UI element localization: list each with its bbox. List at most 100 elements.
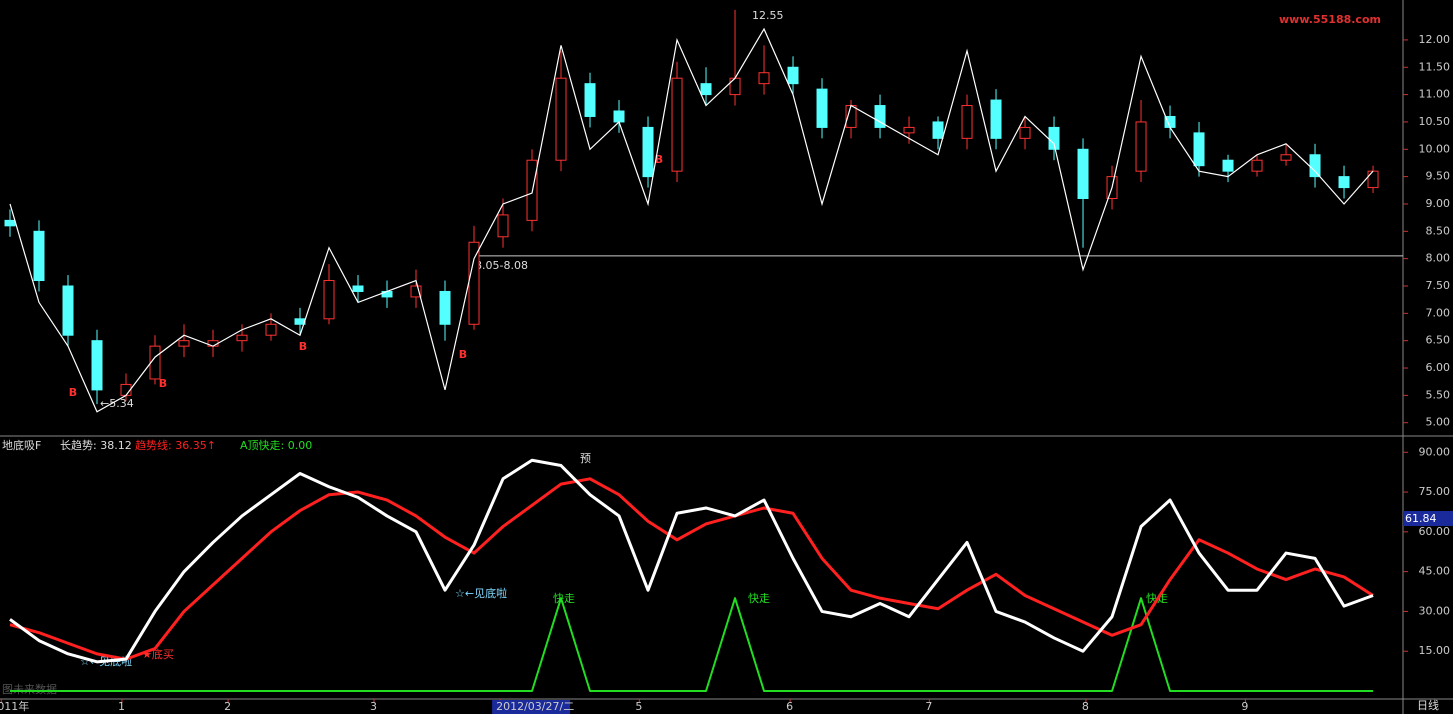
y-tick-label: 8.00 xyxy=(1426,252,1451,265)
candle-body xyxy=(1193,132,1205,167)
y-tick-label: 75.00 xyxy=(1419,485,1451,498)
candle-body xyxy=(468,241,480,325)
annotation: 快走 xyxy=(748,592,770,605)
legend-readout: : 0.00 xyxy=(281,439,313,452)
candle-body xyxy=(323,280,335,320)
candle-body xyxy=(410,285,422,298)
y-tick-label: 11.50 xyxy=(1419,60,1451,73)
annotation: ☆←见底啦 xyxy=(455,586,507,600)
legend-name: A顶快走 xyxy=(240,439,281,452)
x-tick-label: 7 xyxy=(925,700,932,713)
candle-body xyxy=(758,72,770,85)
candle-body xyxy=(1338,176,1350,189)
y-tick-label: 10.00 xyxy=(1419,142,1451,155)
candle-body xyxy=(236,334,248,342)
candle-body xyxy=(352,285,364,292)
y-tick-label: 10.50 xyxy=(1419,115,1451,128)
annotation: ★底买 xyxy=(142,647,174,661)
annotation: ←5.34 xyxy=(100,397,134,410)
candle-body xyxy=(265,323,277,336)
candle-body xyxy=(1135,121,1147,172)
y-tick-label: 6.00 xyxy=(1426,361,1451,374)
x-tick-label: 2012/03/27/二 xyxy=(496,700,574,713)
y-tick-label: 11.00 xyxy=(1419,88,1451,101)
candle-body xyxy=(1309,154,1321,178)
candle-body xyxy=(178,340,190,347)
logo: www.55188.com xyxy=(1279,13,1381,26)
y-tick-label: 5.50 xyxy=(1426,388,1451,401)
signal: B xyxy=(69,386,77,399)
candle-body xyxy=(990,99,1002,139)
candle-body xyxy=(1019,126,1031,139)
y-tick-label: 12.00 xyxy=(1419,33,1451,46)
price-line xyxy=(9,27,1374,413)
legend-entry: A顶快走: 0.00 xyxy=(240,439,312,452)
legend-name: 长趋势 xyxy=(60,439,93,452)
annotation: 8.05-8.08 xyxy=(475,259,528,272)
candle-body xyxy=(932,121,944,139)
y-tick-label: 8.50 xyxy=(1426,224,1451,237)
x-tick-label: 2 xyxy=(224,700,231,713)
candle-body xyxy=(903,126,915,134)
y-tick-label: 9.00 xyxy=(1426,197,1451,210)
indicator-title: 地底吸F xyxy=(2,438,41,452)
y-tick-label: 45.00 xyxy=(1419,565,1451,578)
x-tick-label: 3 xyxy=(370,700,377,713)
candle-body xyxy=(1280,154,1292,161)
signal: B xyxy=(459,348,467,361)
candle-body xyxy=(1367,170,1379,189)
series-line xyxy=(9,458,1374,664)
x-tick-label: 8 xyxy=(1082,700,1089,713)
x-tick-label: 011年 xyxy=(0,699,29,713)
legend-readout: : 36.35↑ xyxy=(168,439,216,452)
x-tick-label: 6 xyxy=(786,700,793,713)
y-tick-label: 30.00 xyxy=(1419,604,1451,617)
candle-body xyxy=(62,285,74,336)
candle-body xyxy=(4,219,16,227)
candle-body xyxy=(1251,159,1263,172)
candle-body xyxy=(671,77,683,172)
signal: B xyxy=(159,377,167,390)
candle-body xyxy=(642,126,654,178)
x-highlight xyxy=(492,700,571,714)
candle-body xyxy=(91,340,103,391)
signal: B xyxy=(655,153,663,166)
y-tick-label: 90.00 xyxy=(1419,445,1451,458)
legend-entry: 长趋势: 38.12 xyxy=(60,439,132,452)
y-tick-label: 60.00 xyxy=(1419,525,1451,538)
series-line xyxy=(10,597,1374,692)
legend-name: 趋势线 xyxy=(135,438,168,452)
y-tick-label: 5.00 xyxy=(1426,416,1451,429)
candle-body xyxy=(555,77,567,161)
y-tick-label: 7.50 xyxy=(1426,279,1451,292)
y-tick-label: 15.00 xyxy=(1419,644,1451,657)
candle-body xyxy=(33,230,45,282)
candle-body xyxy=(149,345,161,380)
series-line xyxy=(9,477,1374,661)
legend-readout: : 38.12 xyxy=(93,439,132,452)
candle-body xyxy=(729,77,741,96)
cursor-box xyxy=(1403,511,1453,526)
candle-body xyxy=(961,105,973,139)
y-tick-label: 9.50 xyxy=(1426,170,1451,183)
footnote: 图未来数据 xyxy=(2,682,57,696)
annotation: 快走 xyxy=(553,592,575,605)
candle-body xyxy=(584,83,596,117)
cursor-label: 61.84 xyxy=(1405,512,1437,525)
candle-body xyxy=(613,110,625,123)
signal: B xyxy=(299,340,307,353)
x-tick-label: 5 xyxy=(635,700,642,713)
x-tick-label: 1 xyxy=(118,700,125,713)
candle-body xyxy=(816,88,828,128)
x-tick-label: 9 xyxy=(1241,700,1248,713)
period-label: 日线 xyxy=(1417,698,1439,712)
candle-body xyxy=(1222,159,1234,172)
annotation: 12.55 xyxy=(752,9,784,22)
candle-body xyxy=(874,105,886,128)
candle-body xyxy=(439,290,451,325)
y-tick-label: 7.00 xyxy=(1426,306,1451,319)
y-tick-label: 6.50 xyxy=(1426,334,1451,347)
candle-body xyxy=(1077,148,1089,200)
